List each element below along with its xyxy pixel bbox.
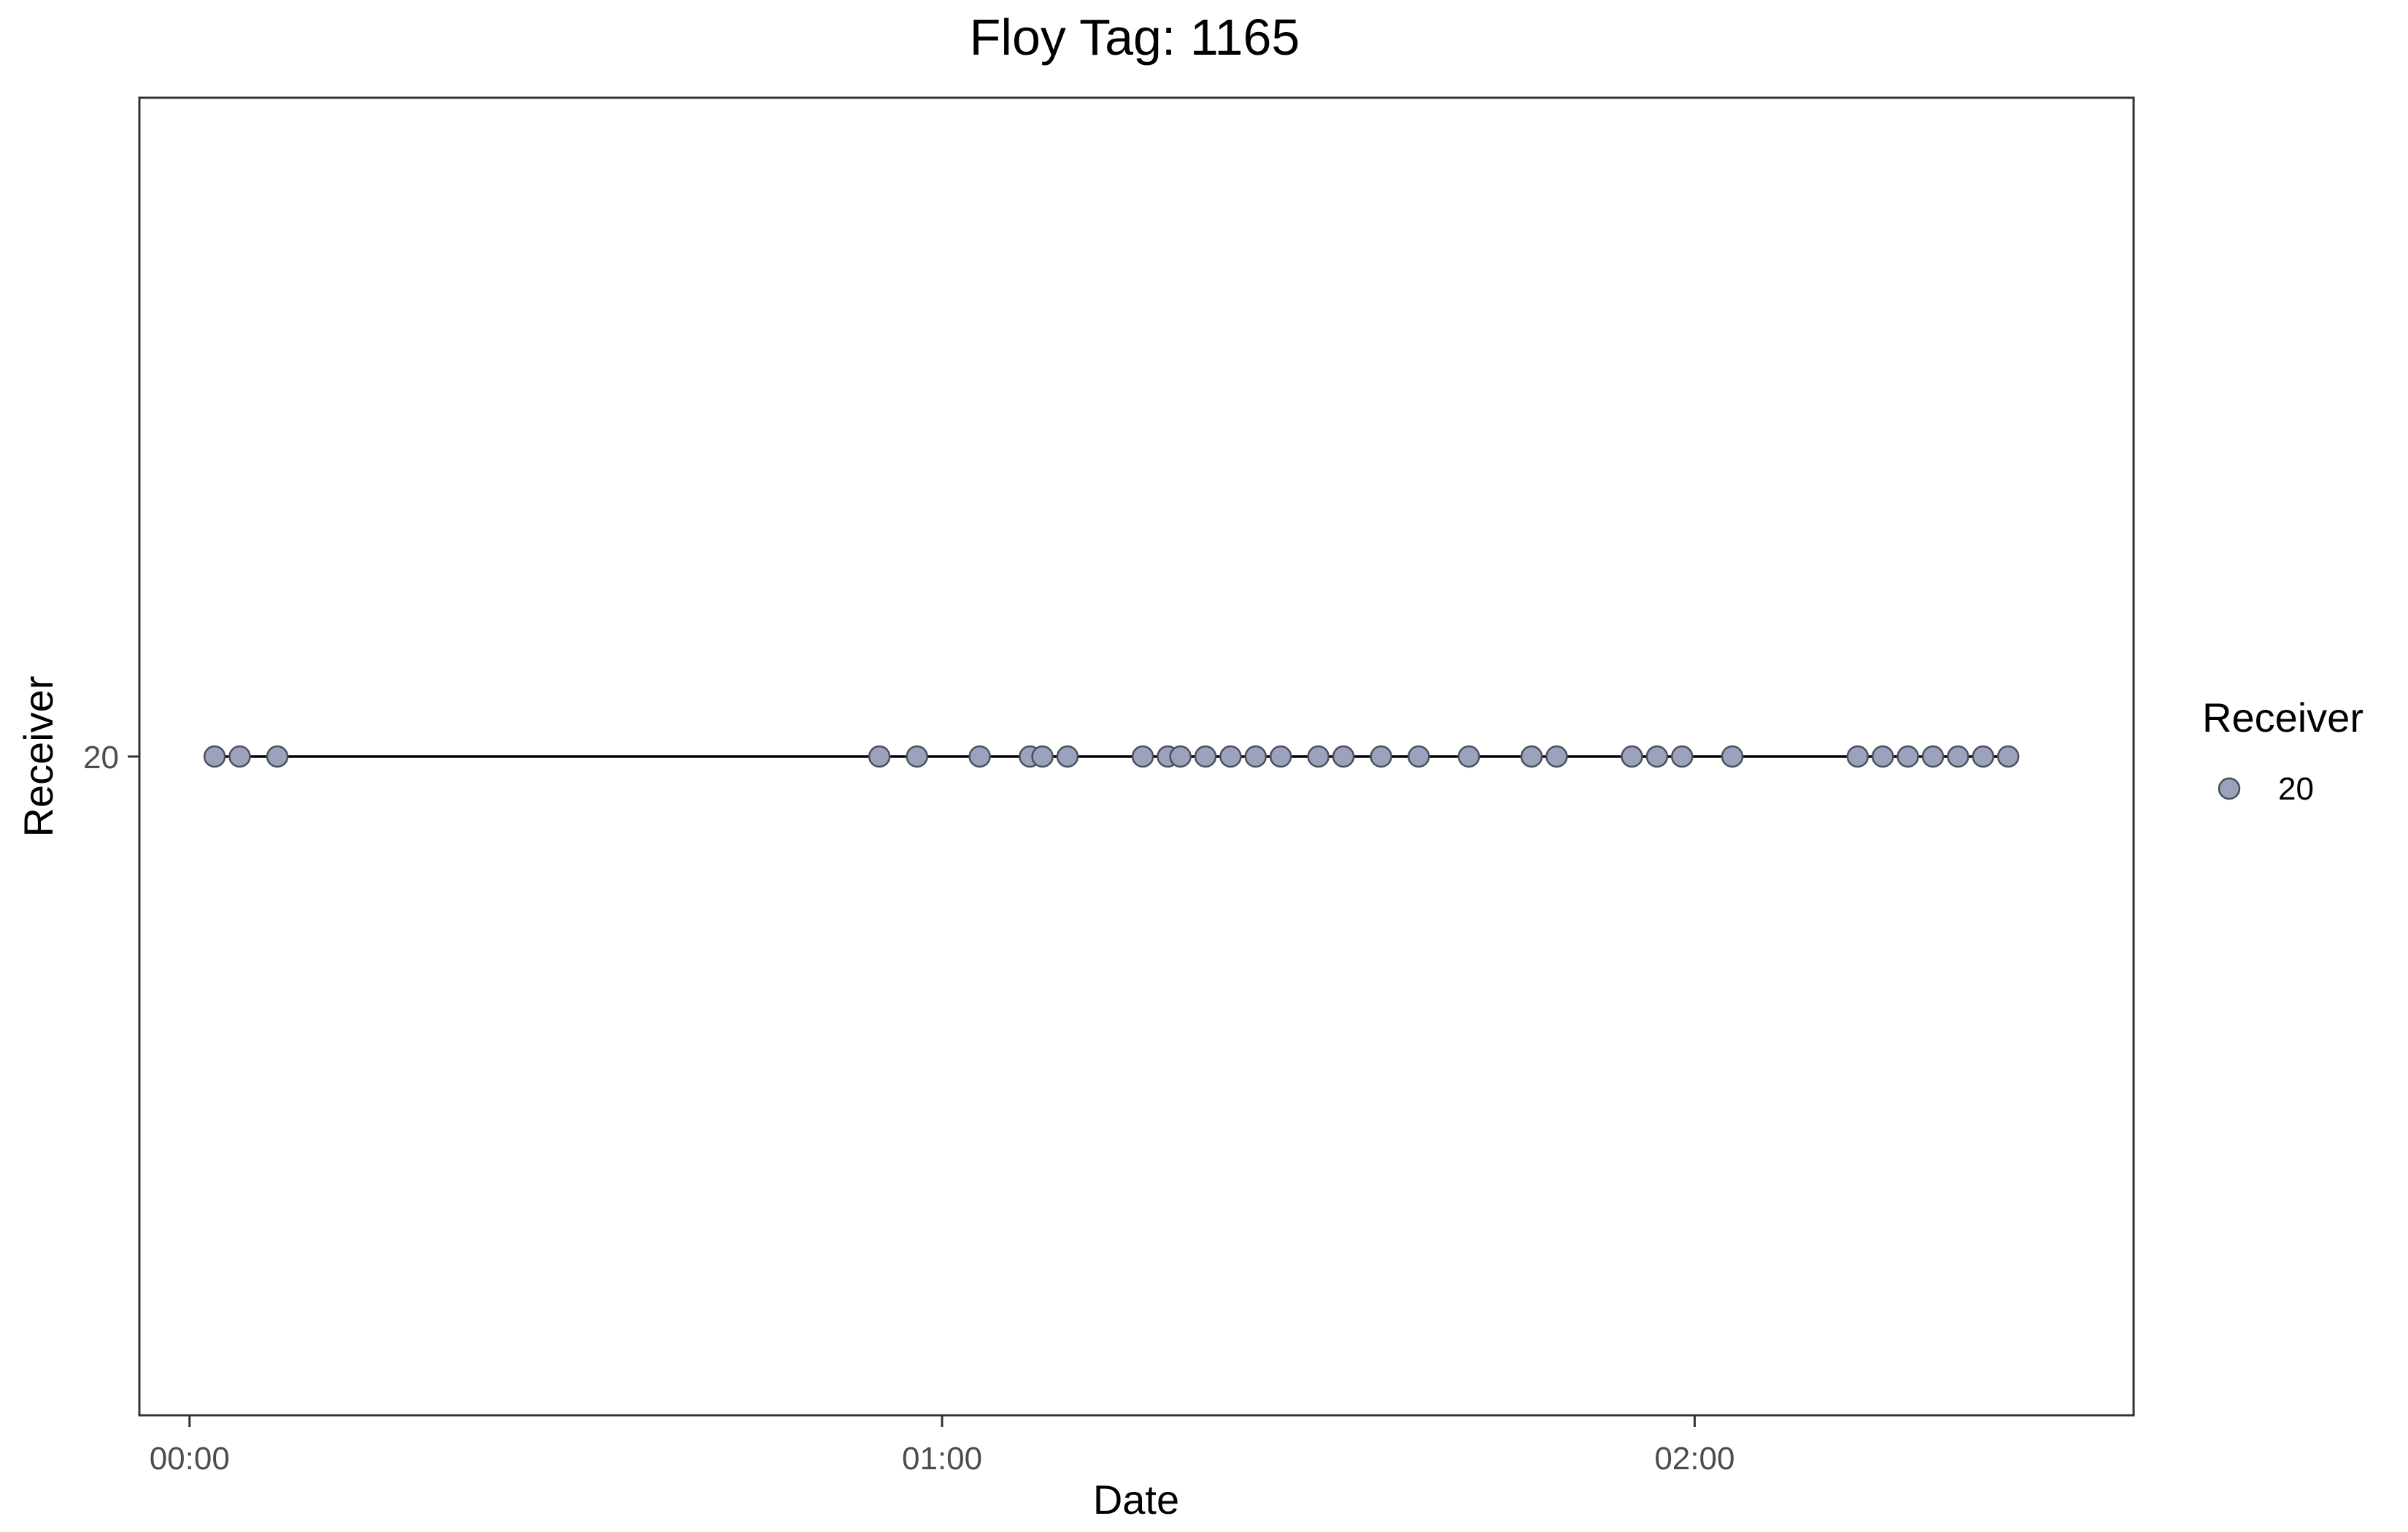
data-point [266,745,289,768]
data-point [968,745,991,768]
data-point [1670,745,1694,768]
x-tick-label: 00:00 [150,1441,230,1477]
legend-entry-label: 20 [2278,771,2314,807]
data-point [1921,745,1945,768]
data-point [1194,745,1217,768]
y-axis: 20 [83,740,139,775]
data-point [1219,745,1242,768]
data-point [1332,745,1355,768]
data-point [1645,745,1669,768]
data-point [1269,745,1292,768]
data-point [1457,745,1481,768]
legend: Receiver 20 [2202,695,2363,807]
data-point [1621,745,1643,768]
x-tick-label: 01:00 [902,1441,982,1477]
data-point [1370,745,1392,768]
data-point [1520,745,1543,768]
y-tick-label: 20 [83,740,119,775]
data-point [1896,745,1919,768]
chart-title: Floy Tag: 1165 [970,9,1300,66]
data-point [868,745,891,768]
data-point [1031,745,1054,768]
data-point [1846,745,1869,768]
y-axis-label: Receiver [15,676,61,837]
data-point [1545,745,1568,768]
data-point [1407,745,1430,768]
x-axis: 00:00 01:00 02:00 [150,1415,1734,1477]
series-layer [203,745,2020,768]
data-point [1056,745,1079,768]
data-point [203,745,226,768]
data-point [1972,745,1994,768]
legend-title: Receiver [2202,695,2363,740]
data-point [228,745,251,768]
data-point [1721,745,1744,768]
x-axis-label: Date [1093,1477,1179,1523]
data-point [1169,745,1192,768]
data-point [1131,745,1154,768]
data-point [1947,745,1969,768]
data-point [1871,745,1894,768]
data-point [906,745,928,768]
data-point [1307,745,1330,768]
x-tick-label: 02:00 [1654,1441,1734,1477]
legend-key-point [2218,777,2241,800]
data-point [1244,745,1267,768]
data-point [1996,745,2020,768]
